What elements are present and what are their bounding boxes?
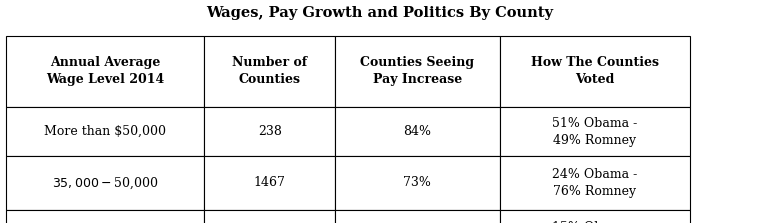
Text: $35,000 - $50,000: $35,000 - $50,000 — [52, 175, 158, 191]
Text: How The Counties
Voted: How The Counties Voted — [531, 56, 659, 86]
Text: More than $50,000: More than $50,000 — [44, 125, 166, 138]
Text: 73%: 73% — [404, 176, 432, 189]
Text: Annual Average
Wage Level 2014: Annual Average Wage Level 2014 — [46, 56, 164, 86]
Text: 1467: 1467 — [254, 176, 286, 189]
Text: Wages, Pay Growth and Politics By County: Wages, Pay Growth and Politics By County — [207, 6, 553, 20]
Text: 24% Obama -
76% Romney: 24% Obama - 76% Romney — [553, 168, 638, 198]
Text: Number of
Counties: Number of Counties — [232, 56, 307, 86]
Text: 15% Obama -
85% Romney: 15% Obama - 85% Romney — [553, 221, 638, 223]
Text: 51% Obama -
49% Romney: 51% Obama - 49% Romney — [553, 117, 638, 147]
Text: 84%: 84% — [404, 125, 432, 138]
Text: Counties Seeing
Pay Increase: Counties Seeing Pay Increase — [360, 56, 474, 86]
Text: 238: 238 — [258, 125, 282, 138]
